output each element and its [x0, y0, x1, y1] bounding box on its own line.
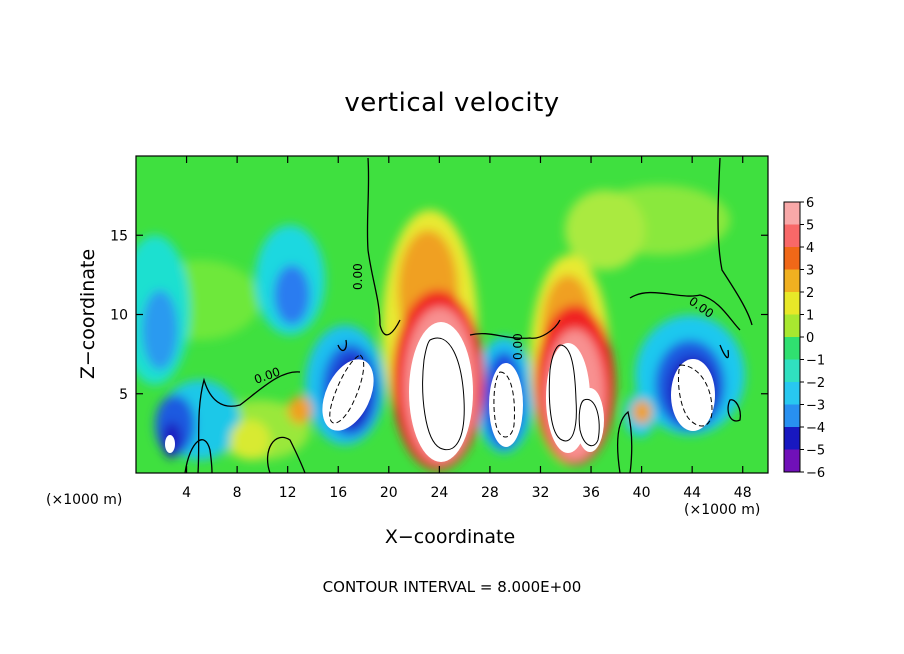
contour-label: 0.00 [511, 333, 525, 360]
y-tick-label: 10 [110, 308, 128, 324]
contour-interval-note: CONTOUR INTERVAL = 8.000E+00 [322, 578, 582, 596]
x-tick-label: 48 [734, 485, 752, 501]
colorbar-swatch [784, 404, 800, 428]
colorbar-swatch [784, 427, 800, 450]
colorbar-tick-label: 1 [806, 309, 814, 324]
colorbar-swatch [784, 449, 800, 473]
y-tick-label: 15 [110, 228, 128, 244]
x-unit-label-left: (×1000 m) [46, 492, 123, 508]
colorbar-swatch [784, 359, 800, 383]
x-tick-label: 4 [182, 485, 191, 501]
x-tick-label: 28 [481, 485, 499, 501]
colorbar-swatch [784, 269, 800, 293]
x-tick-label: 16 [329, 485, 347, 501]
colorbar-tick-label: 6 [806, 196, 814, 211]
colorbar-tick-label: 0 [806, 331, 814, 346]
x-tick-label: 12 [279, 485, 297, 501]
downdraft-core-17km [322, 359, 374, 431]
chart-title: vertical velocity [344, 88, 560, 118]
x-tick-label: 24 [430, 485, 448, 501]
negative-contours [329, 354, 713, 438]
colorbar-tick-label: 3 [806, 264, 814, 279]
x-tick-label: 40 [633, 485, 651, 501]
x-tick-label: 20 [380, 485, 398, 501]
x-axis-label: X−coordinate [384, 526, 516, 548]
downdraft-core-29km [489, 363, 523, 447]
x-tick-label: 32 [532, 485, 550, 501]
colorbar-swatch [784, 247, 800, 270]
colorbar-tick-label: 4 [806, 241, 814, 256]
colorbar-tick-label: −5 [806, 444, 825, 459]
colorbar-swatch [784, 224, 800, 248]
core-contours [422, 337, 600, 451]
contour-label: 0.00 [351, 263, 365, 290]
colorbar-tick-label: 2 [806, 286, 814, 301]
colorbar-swatch [784, 292, 800, 315]
velocity-field [136, 157, 753, 473]
colorbar-swatch [784, 337, 800, 360]
colorbar-tick-label: −2 [806, 376, 825, 391]
colorbar-tick-label: 5 [806, 219, 814, 234]
colorbar-swatch [784, 202, 800, 225]
x-tick-label: 36 [582, 485, 600, 501]
x-tick-label: 8 [233, 485, 242, 501]
colorbar: 6 5 4 3 2 1 0 −1 −2 −3 −4 −5 −6 [783, 196, 825, 481]
zero-contours [184, 157, 753, 473]
x-tick-label: 44 [683, 485, 701, 501]
colorbar-swatch [784, 314, 800, 338]
downdraft-core-44km [671, 359, 715, 431]
colorbar-tick-label: −3 [806, 399, 825, 414]
colorbar-swatch [784, 382, 800, 405]
colorbar-tick-label: −6 [806, 466, 825, 481]
colorbar-tick-label: −4 [806, 421, 825, 436]
x-unit-label-right: (×1000 m) [684, 502, 761, 518]
y-tick-label: 5 [119, 387, 128, 403]
colorbar-tick-label: −1 [806, 354, 825, 369]
